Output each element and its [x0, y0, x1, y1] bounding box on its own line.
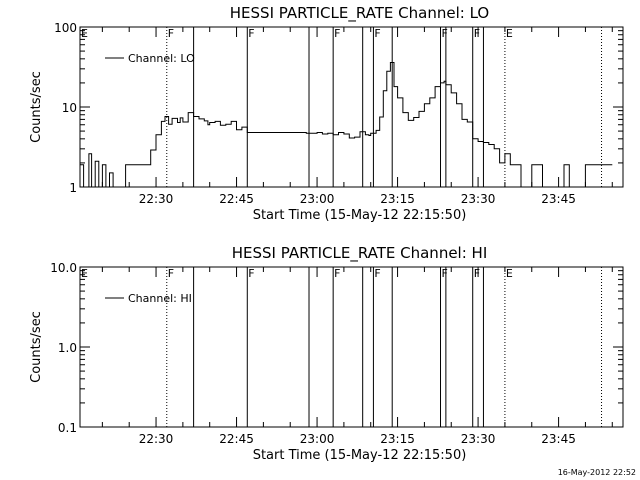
- chart-1-y-tick-label: 10: [62, 101, 77, 115]
- chart-2-annotation-label: F: [168, 267, 174, 280]
- chart-2-x-tick-label: 23:45: [541, 432, 576, 446]
- chart-1-x-tick-label: 23:00: [300, 192, 335, 206]
- chart-1-annotation-label: F: [442, 27, 448, 40]
- chart-2-x-axis-label: Start Time (15-May-12 22:15:50): [253, 448, 467, 463]
- chart-1-x-tick-label: 23:15: [380, 192, 415, 206]
- chart-1-y-tick-label: 100: [54, 21, 77, 35]
- chart-1-x-tick-label: 23:45: [541, 192, 576, 206]
- chart-2-y-tick-label: 0.1: [58, 421, 77, 435]
- chart-2-y-tick-label: 1.0: [58, 341, 77, 355]
- chart-2-annotation-label: F: [442, 267, 448, 280]
- chart-1-legend-label: Channel: LO: [128, 52, 195, 65]
- chart-1-x-tick-label: 23:30: [461, 192, 496, 206]
- chart-2-x-tick-label: 22:30: [139, 432, 174, 446]
- chart-2-annotation-label: E: [81, 267, 88, 280]
- chart-2-x-tick-label: 23:15: [380, 432, 415, 446]
- chart-1-x-axis-label: Start Time (15-May-12 22:15:50): [253, 208, 467, 223]
- chart-1-annotation-label: F: [334, 27, 340, 40]
- chart-1-y-tick-label: 1: [69, 181, 77, 195]
- chart-1-plot-frame: [79, 26, 624, 188]
- chart-1-annotation-label: E: [81, 27, 88, 40]
- chart-2-title: HESSI PARTICLE_RATE Channel: HI: [232, 244, 488, 263]
- chart-1-annotation-label: F: [374, 27, 380, 40]
- chart-2-x-tick-label: 23:30: [461, 432, 496, 446]
- chart-1-x-tick-label: 22:30: [139, 192, 174, 206]
- chart-1-annotation-label: F: [474, 27, 480, 40]
- chart-1-annotation-label: F: [248, 27, 254, 40]
- chart-2-legend-label: Channel: HI: [128, 292, 192, 305]
- chart-1-title: HESSI PARTICLE_RATE Channel: LO: [230, 4, 489, 23]
- chart-2-y-axis-label: Counts/sec: [29, 311, 44, 383]
- chart-2-x-tick-label: 23:00: [300, 432, 335, 446]
- chart-1-x-tick-label: 22:45: [219, 192, 254, 206]
- chart-2-annotation-label: F: [334, 267, 340, 280]
- chart-2-y-tick-label: 10.0: [50, 261, 77, 275]
- chart-1-annotation-label: F: [168, 27, 174, 40]
- chart-2-annotation-label: E: [506, 267, 513, 280]
- chart-1-series-line: [80, 62, 613, 188]
- chart-2-annotation-label: F: [248, 267, 254, 280]
- chart-2-x-tick-label: 22:45: [219, 432, 254, 446]
- chart-2-annotation-label: F: [474, 267, 480, 280]
- chart-2-annotation-label: F: [374, 267, 380, 280]
- footer-timestamp-text: 16-May-2012 22:52: [558, 468, 636, 477]
- chart-1-y-axis-label: Counts/sec: [29, 71, 44, 143]
- chart-2-plot-frame: [79, 266, 624, 428]
- chart-1-annotation-label: E: [506, 27, 513, 40]
